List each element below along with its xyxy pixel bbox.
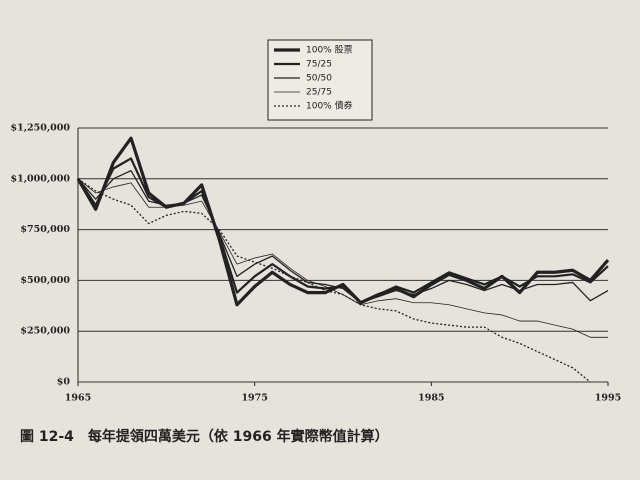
y-tick-label: $500,000 <box>20 275 70 286</box>
legend-label: 50/50 <box>306 74 332 84</box>
y-tick-label: $750,000 <box>20 224 70 235</box>
x-tick-label: 1985 <box>418 393 444 404</box>
legend-label: 75/25 <box>306 60 332 70</box>
x-tick-label: 1975 <box>241 393 267 404</box>
legend-label: 100% 債券 <box>306 100 353 112</box>
legend-label: 25/75 <box>306 88 332 98</box>
x-tick-label: 1965 <box>65 393 91 404</box>
y-tick-label: $1,250,000 <box>11 123 71 134</box>
legend-label: 100% 股票 <box>306 45 353 56</box>
series-line <box>77 170 609 304</box>
y-tick-label: $1,000,000 <box>11 173 71 184</box>
x-tick-label: 1995 <box>595 393 621 404</box>
caption: 圖 12-4 每年提領四萬美元（依 1966 年實際幣值計算） <box>20 428 389 445</box>
y-tick-label: $250,000 <box>20 326 70 337</box>
y-tick-label: $0 <box>57 377 71 388</box>
series-line <box>77 178 591 383</box>
legend-box <box>267 39 373 121</box>
